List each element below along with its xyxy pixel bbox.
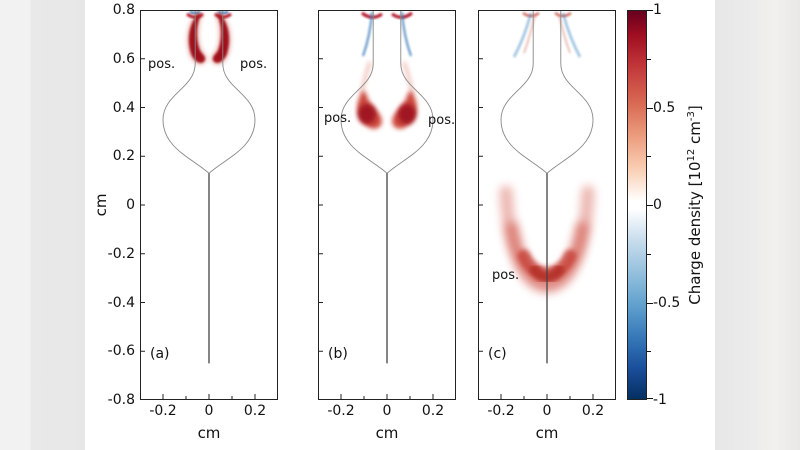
colorbar-tick-mark [647, 303, 653, 304]
colorbar-label-exponent: 12 [686, 148, 697, 162]
annotation-pos: pos. [240, 57, 268, 72]
positive-tail [360, 61, 372, 95]
y-tick-marks [318, 58, 323, 352]
charge-density-figure: cm 0.8 0.6 0.4 0.2 0 -0.2 -0.4 -0.6 -0.8 [85, 0, 715, 450]
y-tick-label: -0.4 [107, 295, 135, 311]
x-ticks-c: -0.2 0 0.2 [478, 403, 616, 420]
x-tick-label: 0 [204, 403, 214, 419]
panel-letter: (a) [150, 346, 170, 362]
nozzle-outline [162, 10, 256, 364]
panel-b-plot [318, 10, 456, 400]
axes-frame [140, 10, 278, 400]
x-tick-label: -0.2 [327, 403, 355, 419]
negative-streak [512, 12, 533, 58]
colorbar-tick-label: 0.5 [653, 100, 676, 116]
colorbar-label-exponent2: -3 [686, 111, 697, 122]
y-tick-marks [478, 58, 483, 352]
y-tick-label: -0.6 [107, 343, 135, 359]
x-tick-label: 0 [542, 403, 552, 419]
positive-streak [558, 14, 571, 54]
y-tick-label: -0.2 [107, 246, 135, 262]
background-band-right [715, 0, 800, 450]
y-tick-label: 0 [126, 197, 135, 213]
positive-crescent-right-halo [211, 12, 231, 65]
panel-a: pos. pos. (a) [140, 10, 278, 400]
negative-streak [561, 12, 582, 58]
charge-density-features-a [186, 10, 232, 65]
x-tick-label: -0.2 [149, 403, 177, 419]
panel-b: pos. pos. (b) [318, 10, 456, 400]
x-tick-marks [340, 394, 434, 400]
x-tick-label: 0.2 [421, 403, 445, 419]
x-tick-label: 0.2 [243, 403, 267, 419]
x-tick-label: 0.2 [581, 403, 605, 419]
x-tick-marks [162, 394, 256, 400]
x-tick-marks [500, 394, 594, 400]
colorbar-tick-mark [647, 156, 651, 157]
y-tick-label: 0.8 [112, 2, 135, 18]
colorbar-tick-mark [647, 254, 651, 255]
axes-frame [478, 10, 616, 400]
colorbar-tick-mark [647, 10, 653, 11]
panel-letter: (b) [328, 346, 348, 362]
colorbar-tick-mark [647, 205, 653, 206]
x-axis-label: cm [375, 424, 399, 442]
nozzle-wall [162, 10, 256, 174]
negative-streak [400, 11, 413, 57]
annotation-pos: pos. [324, 111, 352, 126]
panel-a-plot [140, 10, 278, 400]
colorbar-tick-mark [647, 351, 651, 352]
colorbar-label-prefix: Charge density [10 [686, 161, 704, 305]
panel-letter: (c) [488, 346, 507, 362]
positive-tail [402, 61, 414, 95]
y-tick-label: 0.2 [112, 148, 135, 164]
colorbar-label: Charge density [1012 cm-3] [686, 105, 704, 305]
colorbar-tick-mark [647, 398, 653, 399]
background-band-left [0, 0, 85, 450]
colorbar-tick-mark [647, 108, 653, 109]
nozzle-wall [500, 10, 594, 174]
nozzle-outline [500, 10, 594, 364]
colorbar-tick-label: 1 [653, 2, 662, 18]
x-tick-label: 0 [382, 403, 392, 419]
y-tick-label: 0.4 [112, 100, 135, 116]
x-ticks-a: -0.2 0 0.2 [140, 403, 278, 420]
nozzle-outline [340, 10, 434, 364]
y-tick-label: -0.8 [107, 392, 135, 408]
panel-c-plot [478, 10, 616, 400]
annotation-pos: pos. [428, 113, 456, 128]
colorbar-tick-label: 0 [653, 197, 662, 213]
annotation-pos: pos. [492, 268, 520, 283]
colorbar-tick-mark [647, 59, 651, 60]
colorbar-label-mid: cm [686, 121, 704, 149]
positive-cloud-right-core [398, 104, 416, 124]
y-tick-label: 0.6 [112, 51, 135, 67]
colorbar-tick-label: -0.5 [653, 295, 681, 311]
y-tick-marks [140, 58, 145, 352]
colorbar-gradient [627, 10, 647, 400]
x-ticks-b: -0.2 0 0.2 [318, 403, 456, 420]
charge-density-features-b [357, 11, 417, 129]
x-axis-label: cm [535, 424, 559, 442]
negative-streak [361, 11, 374, 57]
axes-frame [318, 10, 456, 400]
colorbar-tick-label: -1 [653, 392, 667, 408]
colorbar-label-suffix: ] [686, 105, 704, 112]
positive-crescent-left-halo [187, 12, 207, 65]
annotation-pos: pos. [148, 57, 176, 72]
panel-c: pos. (c) [478, 10, 616, 400]
positive-cloud-left-core [358, 104, 376, 124]
positive-streak [523, 14, 536, 54]
x-axis-label: cm [197, 424, 221, 442]
x-tick-label: -0.2 [487, 403, 515, 419]
nozzle-wall [340, 10, 434, 174]
